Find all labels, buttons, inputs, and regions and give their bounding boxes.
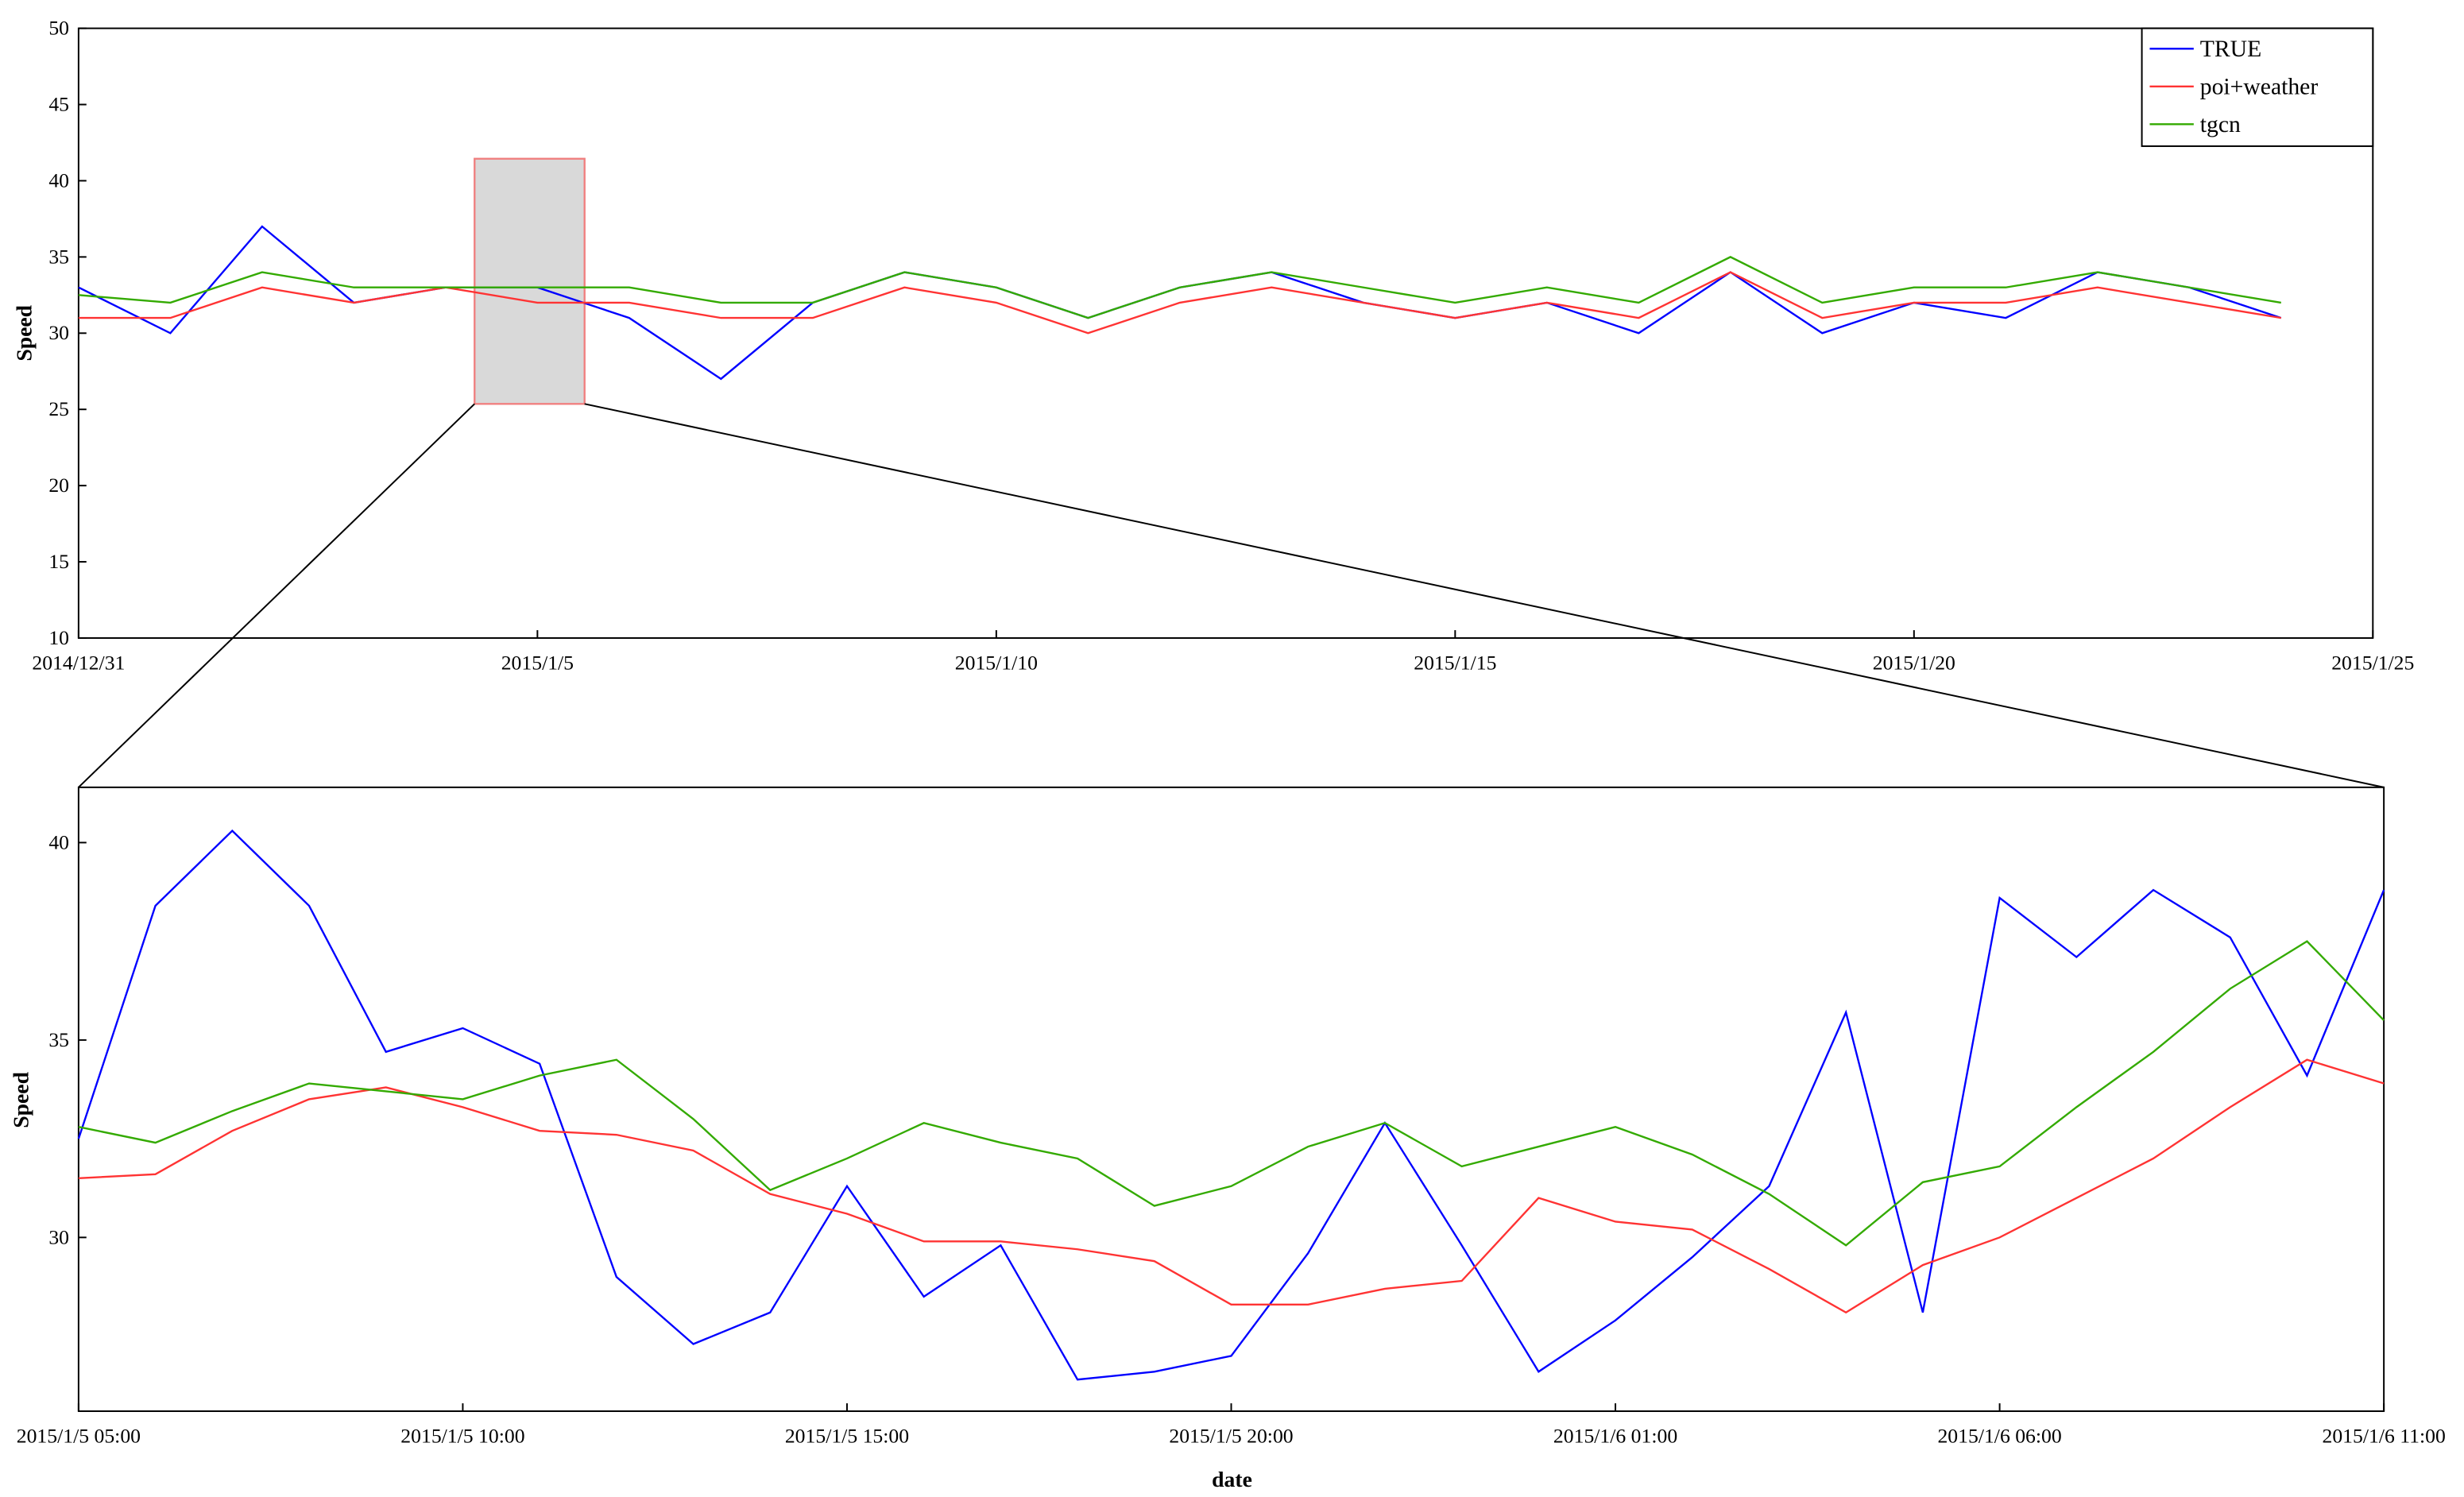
y-tick-label: 50 (48, 17, 69, 40)
x-tick-label: 2015/1/25 (2331, 652, 2414, 675)
x-tick-label: 2015/1/6 01:00 (1553, 1425, 1677, 1448)
x-tick-label: 2015/1/5 20:00 (1169, 1425, 1293, 1448)
y-tick-label: 45 (48, 92, 69, 115)
x-tick-label: 2015/1/10 (955, 652, 1038, 675)
y-tick-label: 20 (48, 474, 69, 497)
y-tick-label: 40 (48, 168, 69, 191)
series-line (78, 256, 2281, 319)
y-axis-label: Speed (12, 304, 37, 361)
x-tick-label: 2015/1/5 05:00 (17, 1425, 141, 1448)
zoom-connector (78, 403, 475, 788)
y-tick-label: 35 (48, 1028, 69, 1051)
series-line (77, 829, 2385, 1381)
legend-label: TRUE (2200, 37, 2261, 62)
x-tick-label: 2015/1/20 (1873, 652, 1955, 675)
y-tick-label: 30 (48, 321, 69, 344)
x-tick-label: 2015/1/6 06:00 (1937, 1425, 2061, 1448)
x-tick-label: 2014/12/31 (32, 652, 125, 675)
plot-frame (77, 27, 2374, 639)
zoom-connector (584, 403, 2385, 788)
x-axis-label: date (1212, 1467, 1252, 1491)
y-axis-label: Speed (9, 1071, 33, 1128)
legend-label: poi+weather (2200, 75, 2319, 100)
x-tick-label: 2015/1/15 (1414, 652, 1496, 675)
y-tick-label: 35 (48, 245, 69, 268)
series-line (78, 1058, 2385, 1314)
legend-label: tgcn (2200, 112, 2241, 137)
y-tick-label: 10 (48, 626, 69, 649)
x-tick-label: 2015/1/6 11:00 (2322, 1425, 2445, 1448)
y-tick-label: 40 (48, 830, 69, 853)
zoom-highlight (474, 157, 586, 405)
x-tick-label: 2015/1/5 10:00 (400, 1425, 524, 1448)
series-line (78, 271, 2281, 335)
y-tick-label: 30 (48, 1225, 69, 1248)
x-tick-label: 2015/1/5 15:00 (785, 1425, 909, 1448)
y-tick-label: 15 (48, 550, 69, 573)
plot-frame (77, 786, 2385, 1412)
series-line (78, 940, 2385, 1247)
y-tick-label: 25 (48, 397, 69, 420)
x-tick-label: 2015/1/5 (501, 652, 574, 675)
